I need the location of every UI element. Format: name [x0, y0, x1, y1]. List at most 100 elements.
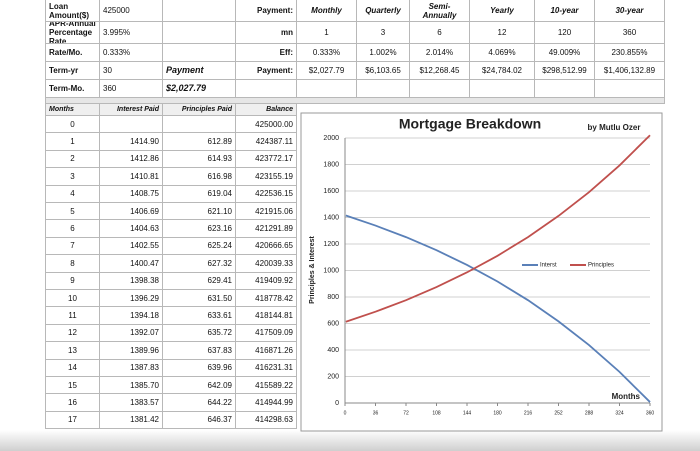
cell-text: 360 [595, 22, 665, 44]
y-tick-label: 0 [335, 400, 339, 407]
cell-text: 15 [45, 377, 100, 395]
cell [100, 116, 163, 134]
cell-text: 627.32 [163, 255, 236, 273]
cell-text: 1389.96 [100, 342, 163, 360]
series-line [345, 214, 651, 403]
cell-text: 7 [45, 237, 100, 256]
cell-text: Monthly [297, 0, 357, 22]
cell-text: Eff: [236, 44, 297, 62]
cell-text: 0.333% [100, 44, 163, 62]
cell-text: $2,027.79 [297, 62, 357, 80]
cell-text: 4.069% [470, 44, 535, 62]
cell-text: 1394.18 [100, 307, 163, 325]
cell-text: 629.41 [163, 272, 236, 290]
x-tick-label: 108 [432, 410, 441, 416]
cell-text: 2.014% [410, 44, 470, 62]
cell-text: 6 [410, 22, 470, 44]
cell-text: 1406.69 [100, 203, 163, 221]
cell-text: 619.04 [163, 185, 236, 203]
cell-text: 3 [45, 168, 100, 186]
cell [45, 98, 665, 104]
cell-text: 1381.42 [100, 411, 163, 430]
cell-text: 644.22 [163, 394, 236, 412]
cell-text: 3 [357, 22, 410, 44]
cell-text: 8 [45, 255, 100, 273]
cell-text: Payment: [236, 62, 297, 80]
y-axis-title: Principles & Interest [309, 235, 316, 303]
cell [595, 80, 665, 98]
cell-text: $12,268.45 [410, 62, 470, 80]
cell-text: 1404.63 [100, 220, 163, 238]
cell-text: 418144.81 [236, 307, 297, 325]
cell-text: 16 [45, 394, 100, 412]
cell-text: 1387.83 [100, 359, 163, 377]
cell-text: 1408.75 [100, 185, 163, 203]
cell-text: 12 [470, 22, 535, 44]
y-tick-label: 200 [327, 373, 339, 380]
cell-text: 425000.00 [236, 116, 297, 134]
cell-text: 6 [45, 220, 100, 238]
x-tick-label: 216 [524, 410, 533, 416]
x-tick-label: 360 [646, 410, 655, 416]
cell-text: 4 [45, 185, 100, 203]
x-axis-title: Months [612, 392, 641, 401]
cell-text: 1402.55 [100, 237, 163, 256]
cell-text: 623.16 [163, 220, 236, 238]
cell-text: 120 [535, 22, 595, 44]
cell-text: 1392.07 [100, 324, 163, 343]
y-tick-label: 1600 [323, 188, 339, 195]
y-tick-label: 400 [327, 347, 339, 354]
cell-text: 3.995% [100, 22, 163, 44]
cell-text: $24,784.02 [470, 62, 535, 80]
cell-text: 423772.17 [236, 150, 297, 169]
cell-text: 230.855% [595, 44, 665, 62]
cell-text: 639.96 [163, 359, 236, 377]
cell-text: 419409.92 [236, 272, 297, 290]
cell-text: $1,406,132.89 [595, 62, 665, 80]
cell-text: 0.333% [297, 44, 357, 62]
cell-text: 420666.65 [236, 237, 297, 256]
x-tick-label: 288 [585, 410, 594, 416]
cell-text: Months [45, 104, 100, 116]
cell-text: Balance [236, 104, 297, 116]
cell-text: Payment: [236, 0, 297, 22]
cell-text: 418778.42 [236, 290, 297, 308]
cell-text: 360 [100, 80, 163, 98]
cell [163, 116, 236, 134]
cell-text: 625.24 [163, 237, 236, 256]
cell-text: 420039.33 [236, 255, 297, 273]
cell-text: $2,027.79 [163, 80, 236, 98]
chart-subtitle: by Mutlu Ozer [588, 123, 641, 132]
legend-label: Principles [588, 263, 614, 269]
y-tick-label: 2000 [323, 135, 339, 142]
cell-text: 1412.86 [100, 150, 163, 169]
cell-text: 646.37 [163, 411, 236, 430]
x-tick-label: 144 [463, 410, 472, 416]
cell-text: 612.89 [163, 133, 236, 151]
cell [236, 80, 297, 98]
cell-text: Yearly [470, 0, 535, 22]
cell-text: 642.09 [163, 377, 236, 395]
cell-text: 14 [45, 359, 100, 377]
cell-text: 631.50 [163, 290, 236, 308]
cell-text: 633.61 [163, 307, 236, 325]
cell [357, 80, 410, 98]
cell-text: 423155.19 [236, 168, 297, 186]
cell-text: Semi-Annually [410, 0, 470, 22]
cell [163, 44, 236, 62]
x-tick-label: 72 [403, 410, 409, 416]
cell-text: 424387.11 [236, 133, 297, 151]
cell-text: 1385.70 [100, 377, 163, 395]
chart-title: Mortgage Breakdown [399, 116, 541, 132]
y-tick-label: 1800 [323, 161, 339, 168]
cell-text: 9 [45, 272, 100, 290]
cell [163, 0, 236, 22]
cell-text: 1414.90 [100, 133, 163, 151]
y-tick-label: 1000 [323, 267, 339, 274]
cell-text: Payment [163, 62, 236, 80]
y-tick-label: 1400 [323, 214, 339, 221]
cell-text: 10-year [535, 0, 595, 22]
cell-text: 415589.22 [236, 377, 297, 395]
